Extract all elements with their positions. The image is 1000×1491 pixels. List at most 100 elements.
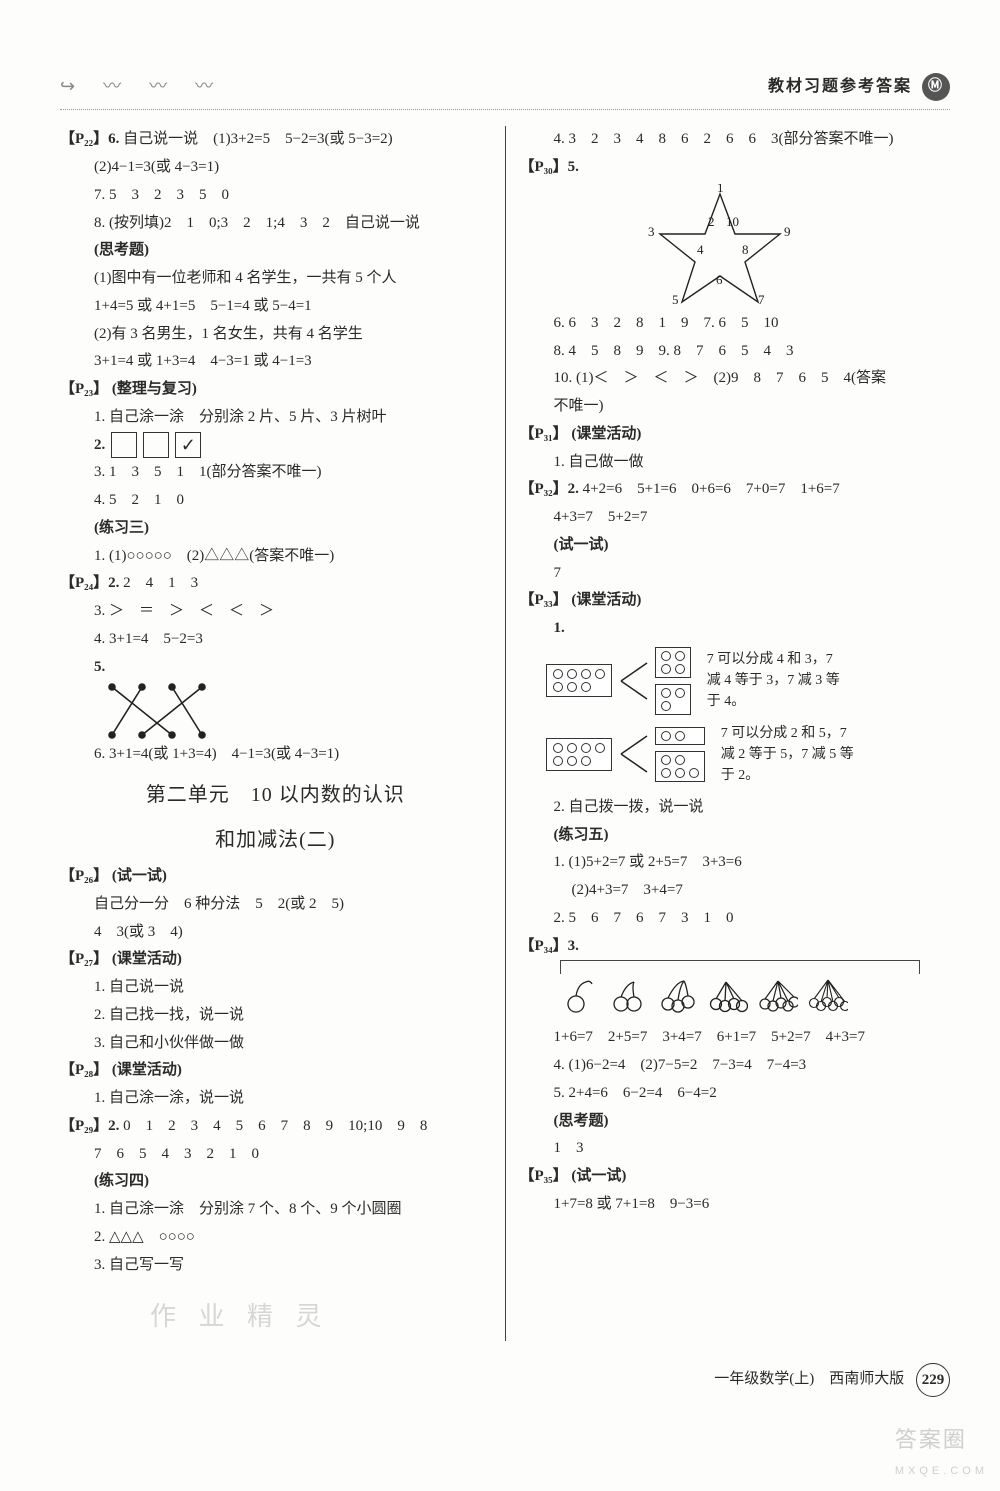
p33-head: (课堂活动) — [571, 592, 641, 608]
p34-ref: 【P₃₄】3. — [520, 938, 579, 954]
footer-text: 一年级数学(上) 西南师大版 — [714, 1372, 904, 1388]
cherry-row — [520, 976, 951, 1016]
p29-q1: 1. 自己涂一涂 分别涂 7 个、8 个、9 个小圆圈 — [60, 1196, 491, 1224]
star-label-9: 9 — [784, 224, 791, 239]
star-label-8: 8 — [742, 242, 749, 257]
p34-think-ans: 1 3 — [520, 1135, 951, 1163]
p24-q3: 3. ＞ ＝ ＞ ＜ ＜ ＞ — [60, 598, 491, 626]
p24-q4: 4. 3+1=4 5−2=3 — [60, 626, 491, 654]
dot-panel-left-7 — [546, 664, 612, 697]
star-label-10: 10 — [726, 214, 739, 229]
p26-l1: 自己分一分 6 种分法 5 2(或 2 5) — [60, 891, 491, 919]
logo-icon: Ⓜ — [922, 73, 950, 101]
p29-l1: 0 1 2 3 4 5 6 7 8 9 10;10 9 8 — [123, 1118, 427, 1134]
checkbox-empty-icon — [143, 432, 169, 458]
p22-think1b: 1+4=5 或 4+1=5 5−1=4 或 5−4=1 — [60, 293, 491, 321]
left-column: 【P₂₂】6. 自己说一说 (1)3+2=5 5−2=3(或 5−3=2) (2… — [60, 126, 506, 1341]
p34-line: 【P₃₄】3. — [520, 933, 951, 961]
dot-panel-3 — [655, 684, 691, 715]
header-decoration: ↪ 〰 〰 〰 — [60, 70, 213, 103]
dots-diagram-2: 7 可以分成 2 和 5，7 减 2 等于 5，7 减 5 等于 2。 — [520, 723, 951, 786]
p30-q8: 8. 4 5 8 9 9. 8 7 6 5 4 3 — [520, 338, 951, 366]
grouping-bracket — [560, 960, 921, 974]
p31-line: 【P₃₁】 (课堂活动) — [520, 421, 951, 449]
star-label-5: 5 — [672, 292, 679, 304]
cherry-icon — [806, 976, 848, 1016]
dot-panel-4 — [655, 647, 691, 678]
p31-head: (课堂活动) — [571, 426, 641, 442]
p32-try-head: (试一试) — [520, 532, 951, 560]
p28-head: (课堂活动) — [112, 1062, 182, 1078]
deco-squiggle-icon: ↪ — [60, 70, 75, 103]
p29-ref: 【P₂₉】2. — [60, 1118, 119, 1134]
p31-q1: 1. 自己做一做 — [520, 449, 951, 477]
cherry-icon — [606, 976, 648, 1016]
p26-ref: 【P₂₆】 — [60, 868, 108, 884]
p23-q2-label: 2. — [94, 432, 105, 460]
faded-watermark-text: 作 业 精 灵 — [150, 1293, 491, 1341]
diagram1-text: 7 可以分成 4 和 3，7 减 4 等于 3，7 减 3 等于 4。 — [707, 649, 847, 712]
star-label-7: 7 — [758, 292, 765, 304]
p22-think2: (2)有 3 名男生，1 名女生，共有 4 名学生 — [60, 321, 491, 349]
unit-title-2: 和加减法(二) — [60, 822, 491, 859]
page-footer: 一年级数学(上) 西南师大版 229 — [60, 1363, 950, 1397]
dot-panel-2 — [655, 727, 705, 745]
p26-l2: 4 3(或 3 4) — [60, 919, 491, 947]
p30-q6: 6. 6 3 2 8 1 9 7. 6 5 10 — [520, 310, 951, 338]
p22-ref: 【P₂₂】6. — [60, 131, 119, 147]
p27-q1: 1. 自己说一说 — [60, 974, 491, 1002]
star-label-3: 3 — [648, 224, 655, 239]
p33-ex5-2: 2. 5 6 7 6 7 3 1 0 — [520, 905, 951, 933]
p32-try-ans: 7 — [520, 560, 951, 588]
checkbox-checked-icon: ✓ — [175, 432, 201, 458]
star-label-1: 1 — [717, 184, 724, 195]
p22-q6-text1: 自己说一说 (1)3+2=5 5−2=3(或 5−3=2) — [123, 131, 393, 147]
page-header: ↪ 〰 〰 〰 教材习题参考答案 Ⓜ — [60, 70, 950, 110]
p35-l1: 1+7=8 或 7+1=8 9−3=6 — [520, 1191, 951, 1219]
p27-q3: 3. 自己和小伙伴做一做 — [60, 1030, 491, 1058]
p27-ref: 【P₂₇】 — [60, 951, 108, 967]
dot-pair-col-2 — [655, 727, 707, 782]
p29-q3: 3. 自己写一写 — [60, 1252, 491, 1280]
p22-q6-line1: 【P₂₂】6. 自己说一说 (1)3+2=5 5−2=3(或 5−3=2) — [60, 126, 491, 154]
site-watermark: 答案圈 MXQE.COM — [895, 1420, 988, 1481]
cherry-icon — [706, 976, 748, 1016]
diagram2-text: 7 可以分成 2 和 5，7 减 2 等于 5，7 减 5 等于 2。 — [721, 723, 861, 786]
p29-line1: 【P₂₉】2. 0 1 2 3 4 5 6 7 8 9 10;10 9 8 — [60, 1113, 491, 1141]
p26-head: (试一试) — [112, 868, 167, 884]
p34-q4: 4. (1)6−2=4 (2)7−5=2 7−3=4 7−4=3 — [520, 1052, 951, 1080]
dot-pair-col-1 — [655, 647, 693, 715]
p32-l2: 4+3=7 5+2=7 — [520, 504, 951, 532]
p22-q6-line2: (2)4−1=3(或 4−3=1) — [60, 154, 491, 182]
brace-icon — [617, 726, 651, 782]
p35-head: (试一试) — [571, 1168, 626, 1184]
deco-loop-icon: 〰 — [103, 70, 121, 103]
p33-q1-label: 1. — [520, 615, 951, 643]
star-labels: 1 2 3 4 5 6 7 8 9 10 — [648, 184, 791, 304]
dot-panel-5 — [655, 751, 705, 782]
p33-ex5-1b: (2)4+3=7 3+4=7 — [520, 877, 951, 905]
p29-ex4-head: (练习四) — [60, 1168, 491, 1196]
p30-line: 【P₃₀】5. — [520, 154, 951, 182]
deco-loop-icon: 〰 — [149, 70, 167, 103]
p24-l1: 2 4 1 3 — [123, 575, 198, 591]
p28-ref: 【P₂₈】 — [60, 1062, 108, 1078]
p29-l2: 7 6 5 4 3 2 1 0 — [60, 1141, 491, 1169]
dots-diagram-1: 7 可以分成 4 和 3，7 减 4 等于 3，7 减 3 等于 4。 — [520, 647, 951, 715]
cherry-icon — [756, 976, 798, 1016]
p29-q2: 2. △△△ ○○○○ — [60, 1224, 491, 1252]
deco-loop-icon: 〰 — [195, 70, 213, 103]
p24-ref: 【P₂₄】2. — [60, 575, 119, 591]
p35-ref: 【P₃₅】 — [520, 1168, 568, 1184]
p30-q10b: 不唯一) — [520, 393, 951, 421]
brace-icon — [617, 653, 651, 709]
p23-q2-row: 2. ✓ — [60, 432, 491, 460]
p34-eqline: 1+6=7 2+5=7 3+4=7 6+1=7 5+2=7 4+3=7 — [520, 1024, 951, 1052]
p22-think2b: 3+1=4 或 1+3=4 4−3=1 或 4−1=3 — [60, 348, 491, 376]
star-label-2: 2 — [708, 214, 715, 229]
p23-q1: 1. 自己涂一涂 分别涂 2 片、5 片、3 片树叶 — [60, 404, 491, 432]
matching-lines-diagram — [102, 681, 212, 741]
p23-head: (整理与复习) — [112, 381, 197, 397]
p31-ref: 【P₃₁】 — [520, 426, 568, 442]
cherry-icon — [656, 976, 698, 1016]
